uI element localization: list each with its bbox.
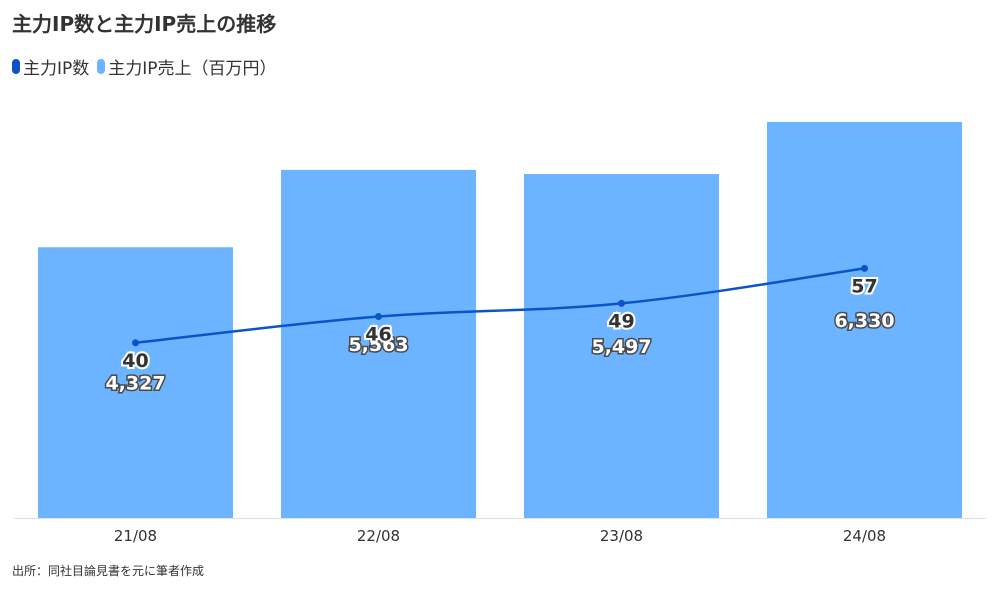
line-label-22/08: 46	[365, 324, 391, 346]
x-tick-23/08: 23/08	[600, 527, 643, 545]
bar-label-21/08: 4,327	[105, 373, 165, 395]
line-point-22/08	[375, 313, 382, 321]
bar-21/08	[38, 247, 233, 519]
bar-22/08	[281, 169, 476, 518]
bar-23/08	[524, 174, 719, 518]
bar-24/08	[767, 121, 962, 519]
legend-item-ip-sales[interactable]: 主力IP売上（百万円）	[97, 54, 277, 79]
line-point-23/08	[618, 299, 625, 307]
legend-label-ip-sales: 主力IP売上（百万円）	[108, 58, 277, 79]
bar-label-22/08: 5,563	[348, 334, 408, 356]
legend-label-ip-count: 主力IP数	[23, 58, 90, 79]
x-tick-21/08: 21/08	[114, 527, 157, 545]
legend-item-ip-count[interactable]: 主力IP数	[12, 54, 89, 79]
legend-swatch-ip-count	[12, 58, 20, 74]
bar-label-23/08: 5,497	[591, 336, 651, 358]
x-tick-22/08: 22/08	[357, 527, 400, 545]
line-ip-count	[135, 267, 865, 345]
line-label-21/08: 40	[122, 350, 148, 372]
x-tick-24/08: 24/08	[843, 527, 886, 545]
line-point-24/08	[861, 264, 868, 272]
line-point-21/08	[132, 339, 139, 347]
legend-swatch-ip-sales	[97, 58, 106, 74]
bar-label-24/08: 6,330	[834, 310, 894, 332]
chart-title: 主力IP数と主力IP売上の推移	[12, 12, 277, 36]
source-note: 出所：同社目論見書を元に筆者作成	[12, 564, 205, 578]
line-label-23/08: 49	[608, 310, 634, 332]
legend: 主力IP数 主力IP売上（百万円）	[12, 54, 277, 79]
line-label-24/08: 57	[851, 275, 877, 297]
